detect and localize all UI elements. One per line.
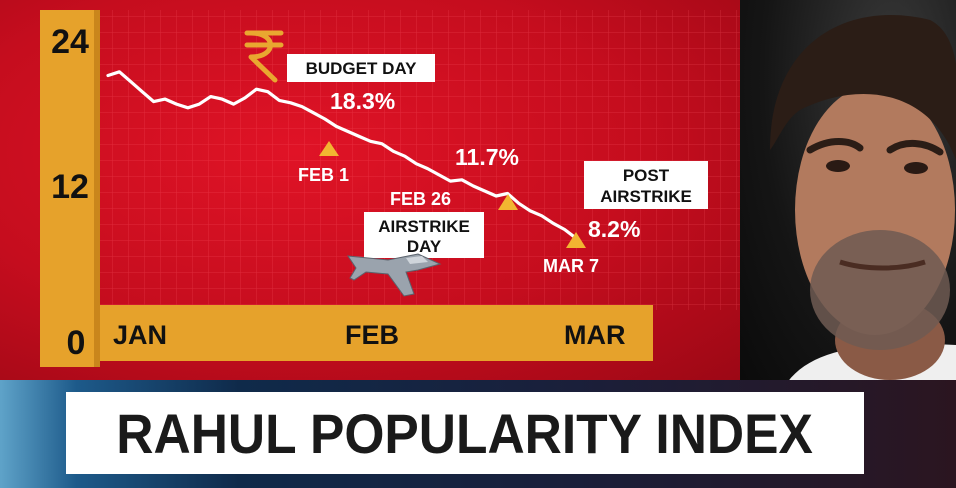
budget-day-date: FEB 1 xyxy=(298,165,349,185)
x-tick-label: MAR xyxy=(564,320,626,350)
post-airstrike-date: MAR 7 xyxy=(543,256,599,276)
budget-day-label: BUDGET DAY xyxy=(306,59,417,78)
popularity-chart: 24 12 0 JAN FEB MAR BUDGET DAY 18.3% FEB… xyxy=(40,10,740,367)
portrait-brow xyxy=(806,138,944,156)
budget-day-label-box xyxy=(287,54,435,82)
portrait-eye-left xyxy=(826,160,850,172)
x-tick-label: JAN xyxy=(113,320,167,350)
post-airstrike-value: 8.2% xyxy=(588,216,640,242)
portrait-beard xyxy=(810,230,950,350)
rupee-icon xyxy=(244,30,284,83)
portrait-eye-right xyxy=(904,162,928,174)
y-tick-label: 24 xyxy=(51,23,89,61)
airstrike-label-line2: DAY xyxy=(407,237,442,256)
chart-panel: 24 12 0 JAN FEB MAR BUDGET DAY 18.3% FEB… xyxy=(0,0,740,380)
y-tick-label: 0 xyxy=(67,324,86,362)
politician-portrait xyxy=(740,0,956,395)
x-axis-bar xyxy=(100,305,653,361)
airstrike-date: FEB 26 xyxy=(390,189,451,209)
post-airstrike-label-line2: AIRSTRIKE xyxy=(600,187,692,206)
y-axis-bar xyxy=(40,10,100,367)
title-bar: RAHUL POPULARITY INDEX xyxy=(66,392,864,474)
popularity-line xyxy=(106,70,578,240)
x-tick-label: FEB xyxy=(345,320,399,350)
fighter-jet-icon xyxy=(346,253,442,297)
airstrike-marker xyxy=(498,194,518,210)
y-tick-label: 12 xyxy=(51,168,89,206)
budget-day-marker xyxy=(319,141,339,156)
airstrike-label-line1: AIRSTRIKE xyxy=(378,217,470,236)
portrait-hair xyxy=(770,15,956,160)
budget-day-value: 18.3% xyxy=(330,88,395,114)
post-airstrike-label-line1: POST xyxy=(623,166,670,185)
chart-title: RAHUL POPULARITY INDEX xyxy=(116,401,814,465)
airstrike-label-box xyxy=(364,212,484,258)
airstrike-value: 11.7% xyxy=(455,144,519,170)
y-axis-bar-edge xyxy=(94,10,100,367)
post-airstrike-marker xyxy=(566,232,586,248)
post-airstrike-label-box xyxy=(584,161,708,209)
portrait-mouth xyxy=(839,259,926,271)
